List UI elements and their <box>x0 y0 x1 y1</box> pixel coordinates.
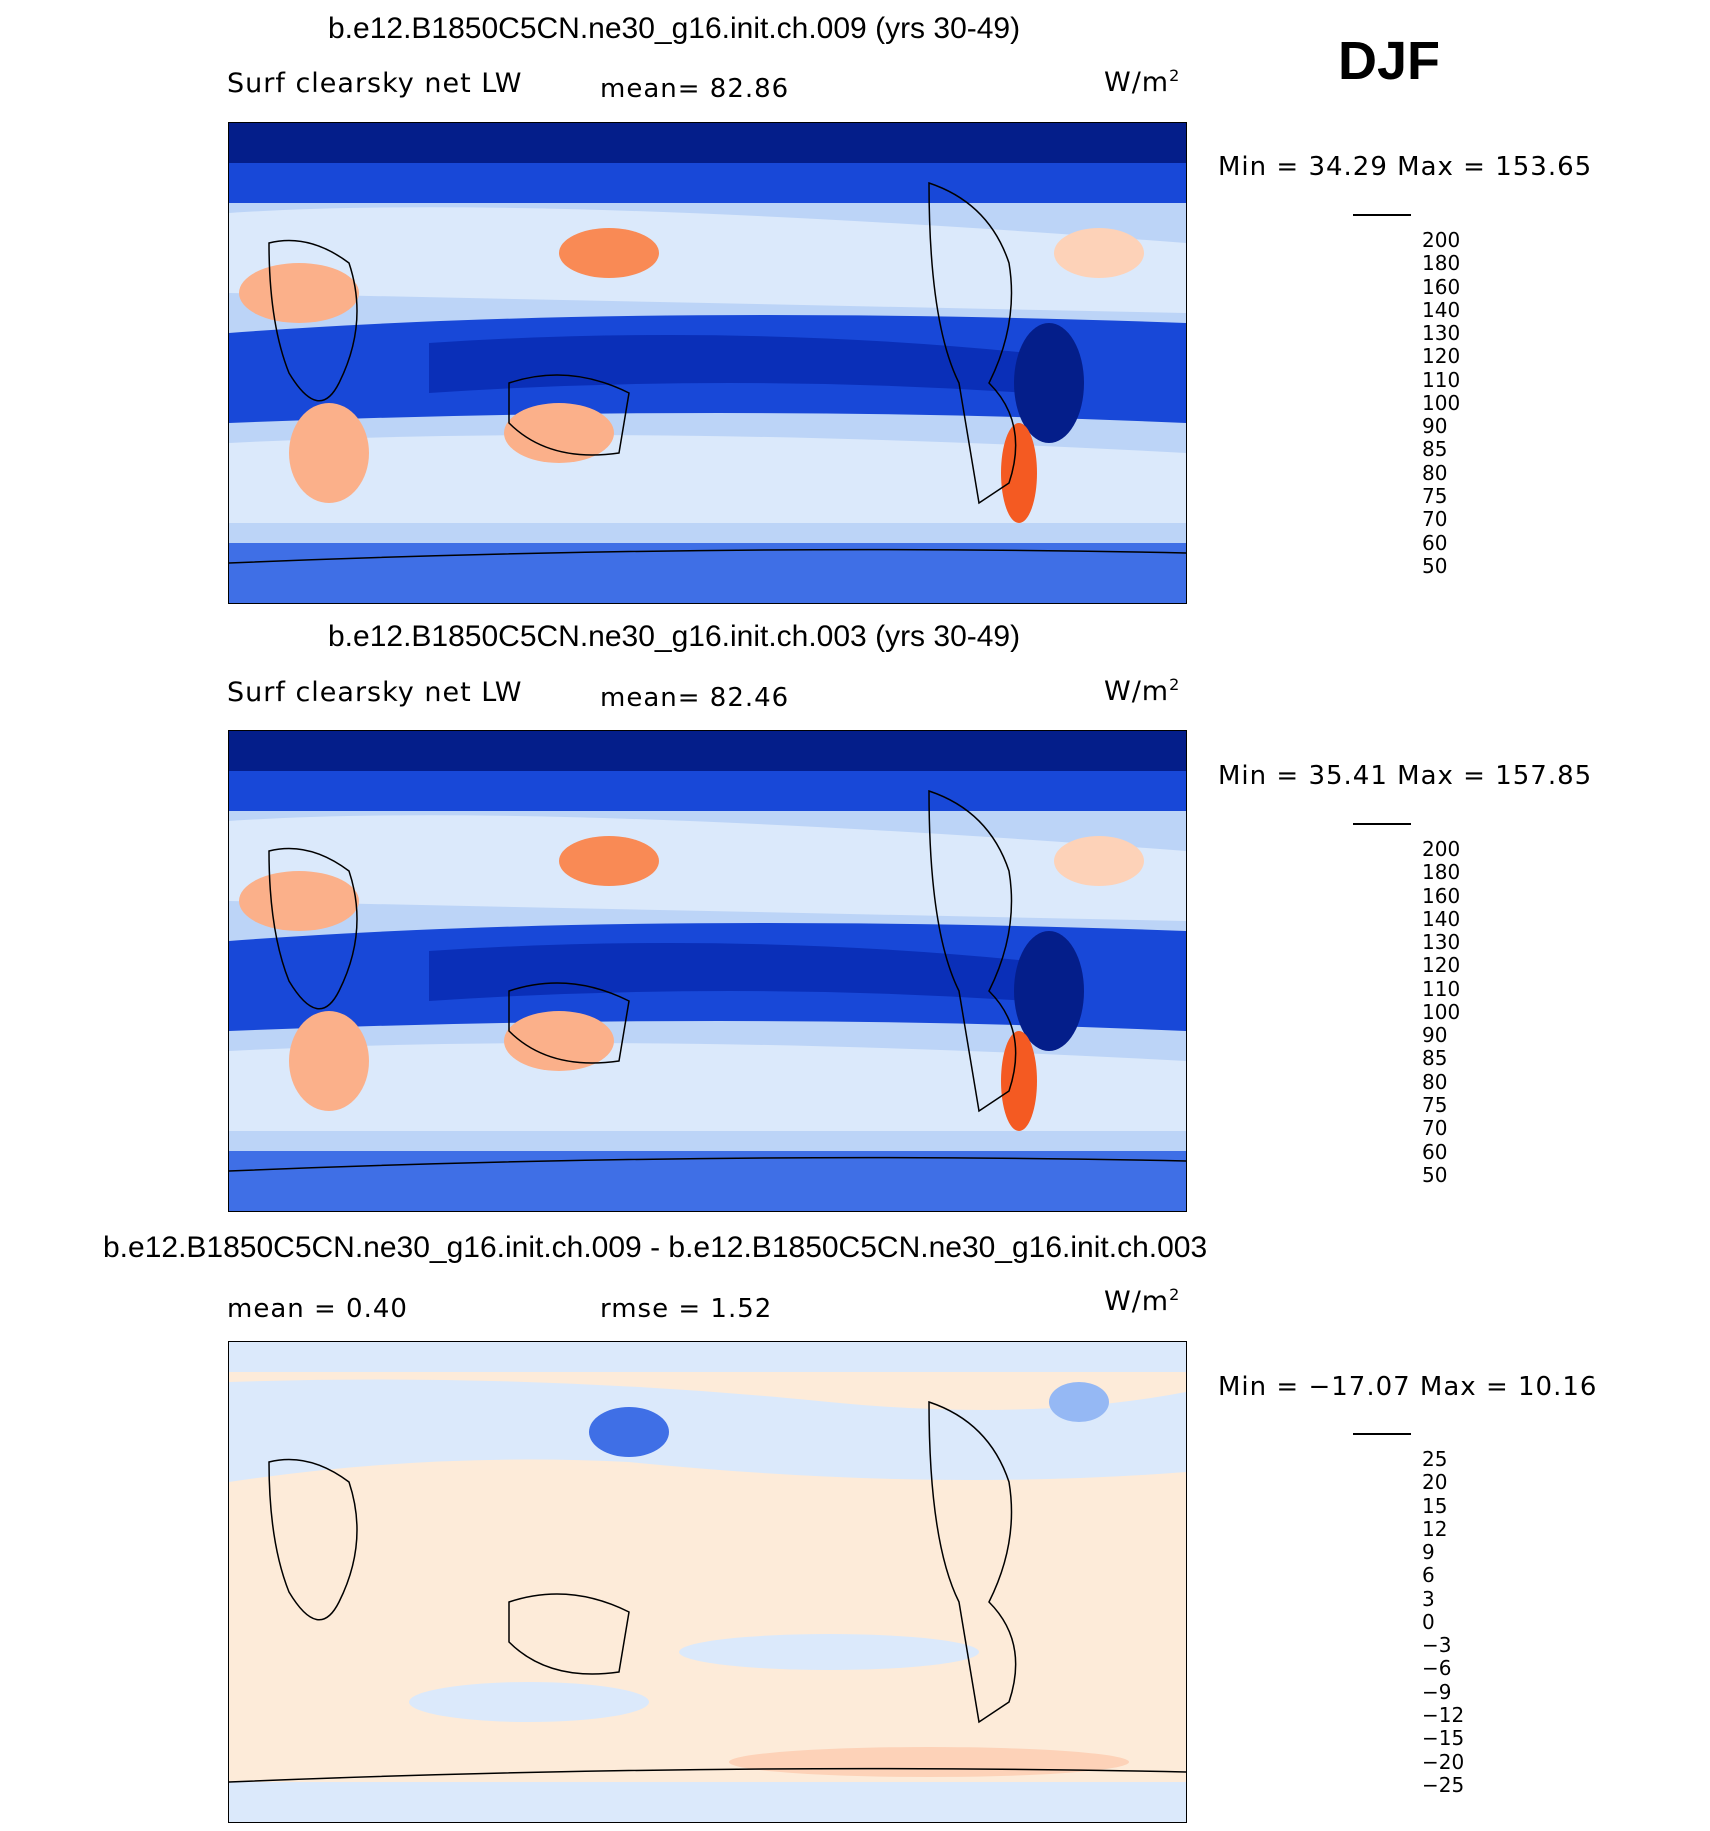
colorbar-tick: 100 <box>1422 391 1461 415</box>
colorbar-tick: 180 <box>1422 860 1461 884</box>
colorbar-tick: 70 <box>1422 507 1448 531</box>
colorbar-tick: 200 <box>1422 228 1461 252</box>
colorbar-tick: −12 <box>1422 1703 1465 1727</box>
colorbar-tick: 50 <box>1422 1163 1448 1187</box>
colorbar-tick: 15 <box>1422 1494 1448 1518</box>
panel-3-mean: mean = 0.40 <box>227 1294 408 1324</box>
colorbar-tick: −9 <box>1422 1680 1452 1704</box>
panel-3-rmse: rmse = 1.52 <box>600 1294 773 1324</box>
panel-2-map <box>228 730 1187 1212</box>
panel-1-minmax: Min = 34.29 Max = 153.65 <box>1218 152 1593 182</box>
colorbar-tick: −15 <box>1422 1726 1465 1750</box>
panel-2-title: b.e12.B1850C5CN.ne30_g16.init.ch.003 (yr… <box>328 620 1021 653</box>
colorbar-tick: 110 <box>1422 977 1461 1001</box>
panel-2-minmax: Min = 35.41 Max = 157.85 <box>1218 761 1593 791</box>
panel-1-colorbar <box>1353 214 1411 216</box>
colorbar-tick: 140 <box>1422 298 1461 322</box>
colorbar-tick: 180 <box>1422 251 1461 275</box>
colorbar-tick: 75 <box>1422 484 1448 508</box>
colorbar-tick: −25 <box>1422 1773 1465 1797</box>
panel-3-minmax: Min = −17.07 Max = 10.16 <box>1218 1372 1598 1402</box>
panel-2-variable: Surf clearsky net LW <box>227 677 523 708</box>
colorbar-tick: 60 <box>1422 531 1448 555</box>
panel-2-map-image <box>229 731 1186 1211</box>
colorbar-tick: 85 <box>1422 437 1448 461</box>
panel-1-map-image <box>229 123 1186 603</box>
colorbar-tick: 60 <box>1422 1140 1448 1164</box>
colorbar-tick: 9 <box>1422 1540 1435 1564</box>
panel-3-map <box>228 1341 1187 1823</box>
colorbar-tick: 85 <box>1422 1046 1448 1070</box>
colorbar-tick: 200 <box>1422 837 1461 861</box>
colorbar-tick: −20 <box>1422 1750 1465 1774</box>
panel-1-mean: mean= 82.86 <box>600 74 790 104</box>
panel-3-units: W/m2 <box>1104 1285 1181 1317</box>
colorbar-tick: 160 <box>1422 884 1461 908</box>
colorbar-tick: 75 <box>1422 1093 1448 1117</box>
colorbar-tick: 6 <box>1422 1563 1435 1587</box>
colorbar-tick: 100 <box>1422 1000 1461 1024</box>
colorbar-tick: 90 <box>1422 1023 1448 1047</box>
season-label: DJF <box>1338 31 1441 91</box>
colorbar-tick: 70 <box>1422 1116 1448 1140</box>
colorbar-tick: 90 <box>1422 414 1448 438</box>
colorbar-tick: 50 <box>1422 554 1448 578</box>
colorbar-tick: 12 <box>1422 1517 1448 1541</box>
colorbar-tick: 120 <box>1422 953 1461 977</box>
panel-2-colorbar <box>1353 823 1411 825</box>
colorbar-tick: 160 <box>1422 275 1461 299</box>
colorbar-tick: 80 <box>1422 1070 1448 1094</box>
colorbar-tick: 3 <box>1422 1587 1435 1611</box>
panel-2-units: W/m2 <box>1104 675 1181 707</box>
panel-1-title: b.e12.B1850C5CN.ne30_g16.init.ch.009 (yr… <box>328 12 1021 45</box>
panel-3-map-image <box>229 1342 1186 1822</box>
colorbar-tick: 20 <box>1422 1470 1448 1494</box>
colorbar-tick: 130 <box>1422 930 1461 954</box>
panel-1-variable: Surf clearsky net LW <box>227 68 523 99</box>
panel-2-mean: mean= 82.46 <box>600 683 790 713</box>
colorbar-tick: 25 <box>1422 1447 1448 1471</box>
panel-1-units: W/m2 <box>1104 66 1181 98</box>
colorbar-tick: 130 <box>1422 321 1461 345</box>
colorbar-tick: −3 <box>1422 1633 1452 1657</box>
colorbar-tick: 80 <box>1422 461 1448 485</box>
colorbar-tick: 0 <box>1422 1610 1435 1634</box>
panel-1-map <box>228 122 1187 604</box>
colorbar-tick: 110 <box>1422 368 1461 392</box>
colorbar-tick: −6 <box>1422 1656 1452 1680</box>
colorbar-tick: 140 <box>1422 907 1461 931</box>
panel-3-colorbar <box>1353 1433 1411 1435</box>
panel-3-title: b.e12.B1850C5CN.ne30_g16.init.ch.009 - b… <box>103 1231 1208 1264</box>
colorbar-tick: 120 <box>1422 344 1461 368</box>
